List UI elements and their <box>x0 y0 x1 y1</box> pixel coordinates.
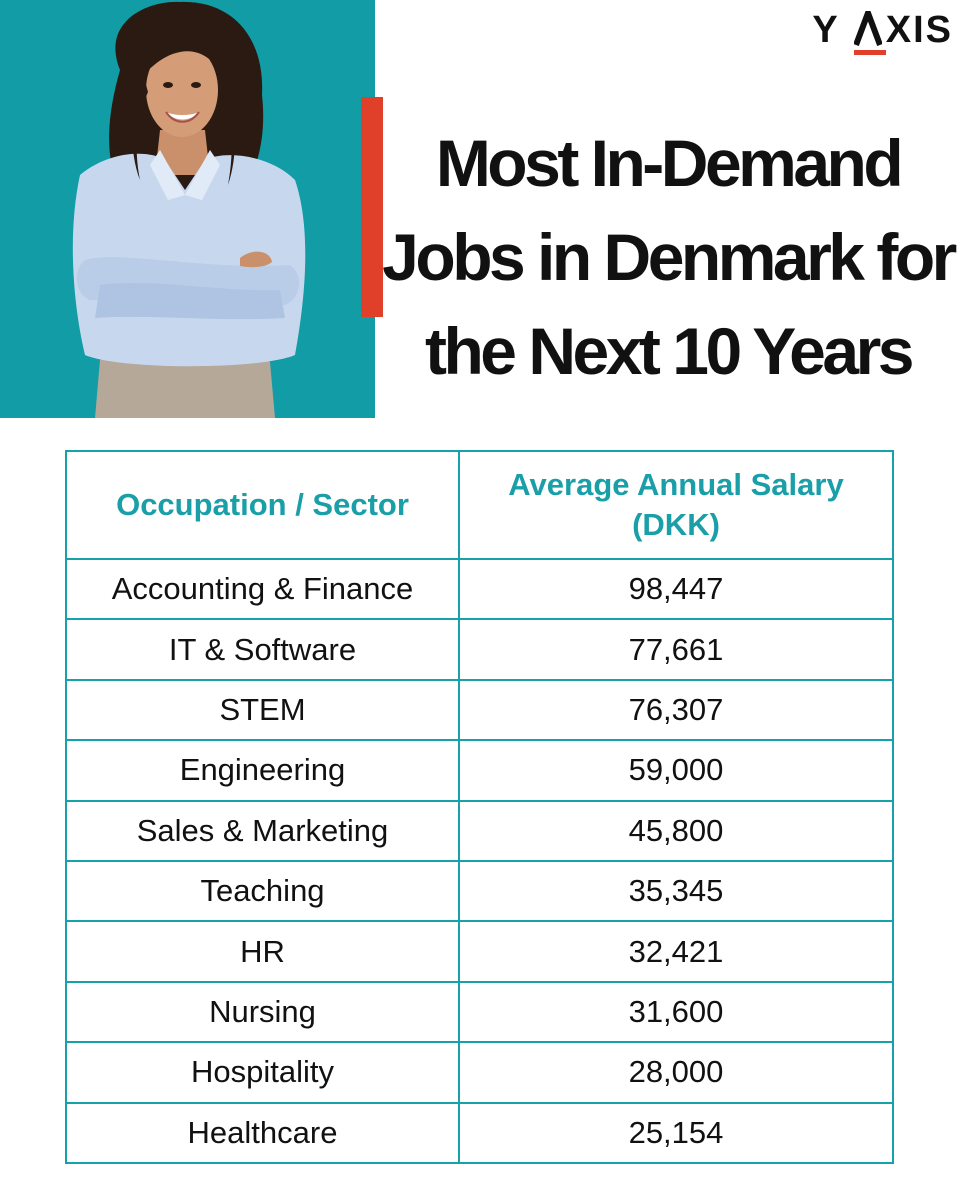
occupation-cell: Hospitality <box>65 1041 460 1104</box>
logo-red-underline <box>853 50 886 55</box>
occupation-cell: IT & Software <box>65 618 460 681</box>
salary-table: Occupation / Sector Average Annual Salar… <box>65 450 894 1164</box>
occupation-cell: Teaching <box>65 859 460 923</box>
yaxis-logo: Y XIS <box>812 9 953 57</box>
table-row: Nursing 31,600 <box>65 980 894 1044</box>
header-salary: Average Annual Salary (DKK) <box>458 450 894 560</box>
occupation-cell: Sales & Marketing <box>65 799 460 862</box>
salary-cell: 28,000 <box>458 1041 894 1104</box>
table-row: Hospitality 28,000 <box>65 1041 894 1104</box>
occupation-cell: Accounting & Finance <box>65 557 460 621</box>
title-line-1: Most In-Demand <box>435 126 904 200</box>
salary-cell: 77,661 <box>458 618 894 681</box>
salary-cell: 59,000 <box>458 739 894 802</box>
salary-cell: 32,421 <box>458 920 894 983</box>
salary-cell: 76,307 <box>458 678 894 742</box>
table-row: HR 32,421 <box>65 920 894 983</box>
table-row: STEM 76,307 <box>65 678 894 742</box>
logo-letter-y: Y <box>812 9 840 51</box>
title-line-3: the Next 10 Years <box>425 314 914 388</box>
table-header-row: Occupation / Sector Average Annual Salar… <box>65 450 894 560</box>
logo-text-xis: XIS <box>885 9 953 51</box>
woman-portrait-illustration <box>72 1 306 418</box>
occupation-cell: Engineering <box>65 739 460 802</box>
salary-cell: 25,154 <box>458 1101 894 1164</box>
occupation-cell: STEM <box>65 678 460 742</box>
occupation-cell: Healthcare <box>65 1101 460 1164</box>
salary-cell: 35,345 <box>458 859 894 923</box>
title-line-2: Jobs in Denmark for <box>382 220 957 294</box>
salary-cell: 98,447 <box>458 557 894 621</box>
header-occupation: Occupation / Sector <box>65 450 460 560</box>
table-row: Accounting & Finance 98,447 <box>65 557 894 621</box>
salary-cell: 31,600 <box>458 980 894 1044</box>
page-title: Most In-Demand Jobs in Denmark for the N… <box>380 116 957 398</box>
occupation-cell: Nursing <box>65 980 460 1044</box>
table-row: Sales & Marketing 45,800 <box>65 799 894 862</box>
table-row: Teaching 35,345 <box>65 859 894 923</box>
table-row: Healthcare 25,154 <box>65 1101 894 1164</box>
hero-photo-panel <box>0 0 375 418</box>
table-row: IT & Software 77,661 <box>65 618 894 681</box>
table-row: Engineering 59,000 <box>65 739 894 802</box>
salary-cell: 45,800 <box>458 799 894 862</box>
red-accent-bar <box>361 97 383 317</box>
occupation-cell: HR <box>65 920 460 983</box>
logo-caret-a-icon <box>853 9 886 55</box>
